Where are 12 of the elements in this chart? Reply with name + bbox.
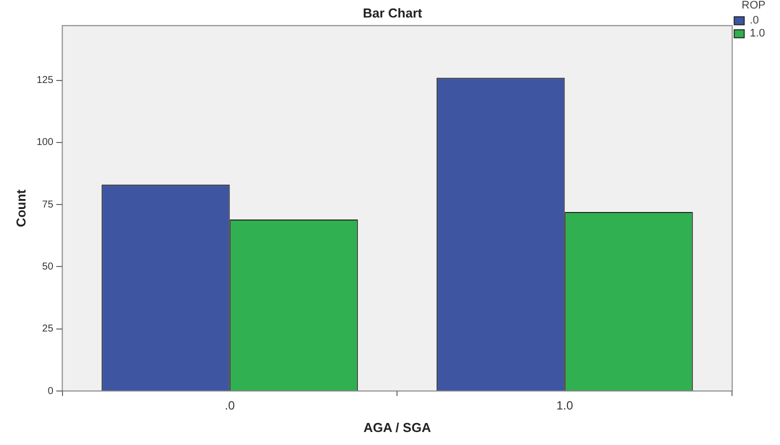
y-tick-label: 25 (42, 324, 54, 335)
legend-label: .0 (750, 14, 759, 27)
y-tick-label: 100 (36, 137, 54, 148)
legend-title: ROP (742, 0, 766, 12)
x-axis-title: AGA / SGA (364, 420, 432, 435)
y-tick-label: 75 (42, 199, 54, 210)
y-tick-label: 125 (36, 75, 54, 86)
y-axis-title: Count (13, 188, 28, 228)
y-tick-label: 0 (48, 386, 54, 397)
y-tick-label: 50 (42, 261, 54, 272)
chart-title: Bar Chart (362, 5, 423, 20)
legend-label: 1.0 (750, 28, 766, 40)
